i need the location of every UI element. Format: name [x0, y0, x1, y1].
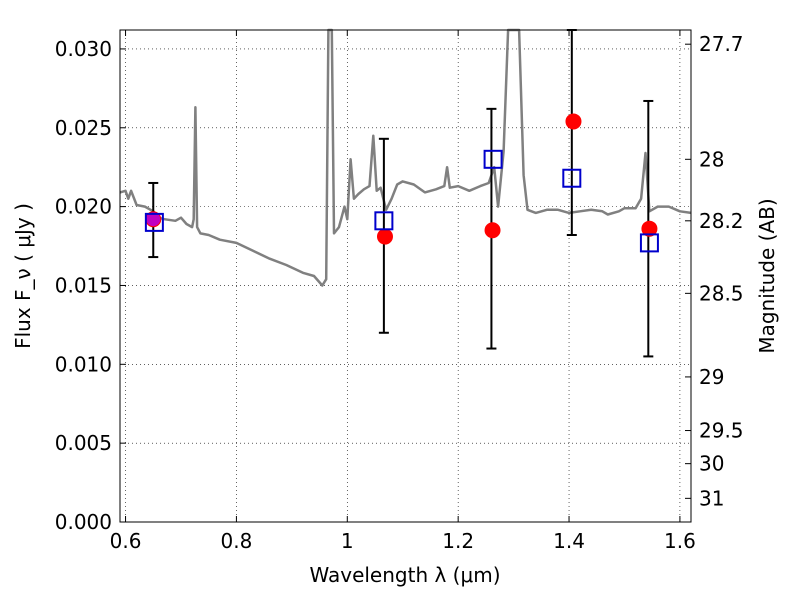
x-tick-label: 0.6 — [110, 529, 142, 553]
y-tick-label: 0.000 — [55, 510, 112, 534]
x-tick-label: 0.8 — [221, 529, 253, 553]
data-point-circle — [484, 222, 501, 239]
data-point-square — [483, 149, 503, 169]
x-tick-label: 1.4 — [553, 529, 585, 553]
right-tick-label: 29 — [699, 365, 724, 389]
x-axis: 0.6 0.8 1 1.2 1.4 1.6 — [110, 30, 696, 553]
spectrum-line-series — [119, 28, 692, 287]
observed-flux-series — [145, 113, 658, 245]
right-tick-label: 31 — [699, 486, 724, 510]
right-tick-label: 27.7 — [699, 32, 744, 56]
model-flux-series — [144, 149, 659, 253]
right-tick-label: 29.5 — [699, 419, 744, 443]
y-tick-label: 0.030 — [55, 37, 112, 61]
y-tick-label: 0.015 — [55, 273, 112, 297]
y-axis-label: Flux F_ν ( μJy ) — [11, 203, 35, 349]
y-tick-label: 0.010 — [55, 352, 112, 376]
x-tick-label: 1 — [341, 529, 354, 553]
data-point-square — [374, 211, 394, 231]
y-tick-label: 0.025 — [55, 116, 112, 140]
x-tick-label: 1.2 — [442, 529, 474, 553]
y-tick-label: 0.020 — [55, 195, 112, 219]
data-point-square — [639, 233, 659, 253]
grid — [120, 30, 691, 523]
right-tick-label: 28.2 — [699, 209, 744, 233]
y-axis-left: 0.000 0.005 0.010 0.015 0.020 0.025 0.030 — [55, 37, 126, 534]
data-point-square — [144, 212, 164, 232]
right-tick-label: 28 — [699, 147, 724, 171]
data-point-circle — [641, 220, 658, 237]
spectrum-line — [119, 28, 692, 287]
errorbar-series — [148, 29, 654, 358]
y-axis-right-label: Magnitude (AB) — [755, 198, 779, 353]
data-point-circle — [376, 228, 393, 245]
right-tick-label: 30 — [699, 452, 724, 476]
x-axis-label: Wavelength λ (μm) — [309, 563, 500, 587]
right-tick-label: 28.5 — [699, 281, 744, 305]
x-tick-label: 1.6 — [664, 529, 696, 553]
y-tick-label: 0.005 — [55, 431, 112, 455]
data-point-circle — [565, 113, 582, 130]
data-point-square — [562, 168, 582, 188]
plot-frame — [119, 29, 692, 523]
y-axis-right: 27.7 28 28.2 28.5 29 29.5 30 31 — [685, 32, 744, 510]
